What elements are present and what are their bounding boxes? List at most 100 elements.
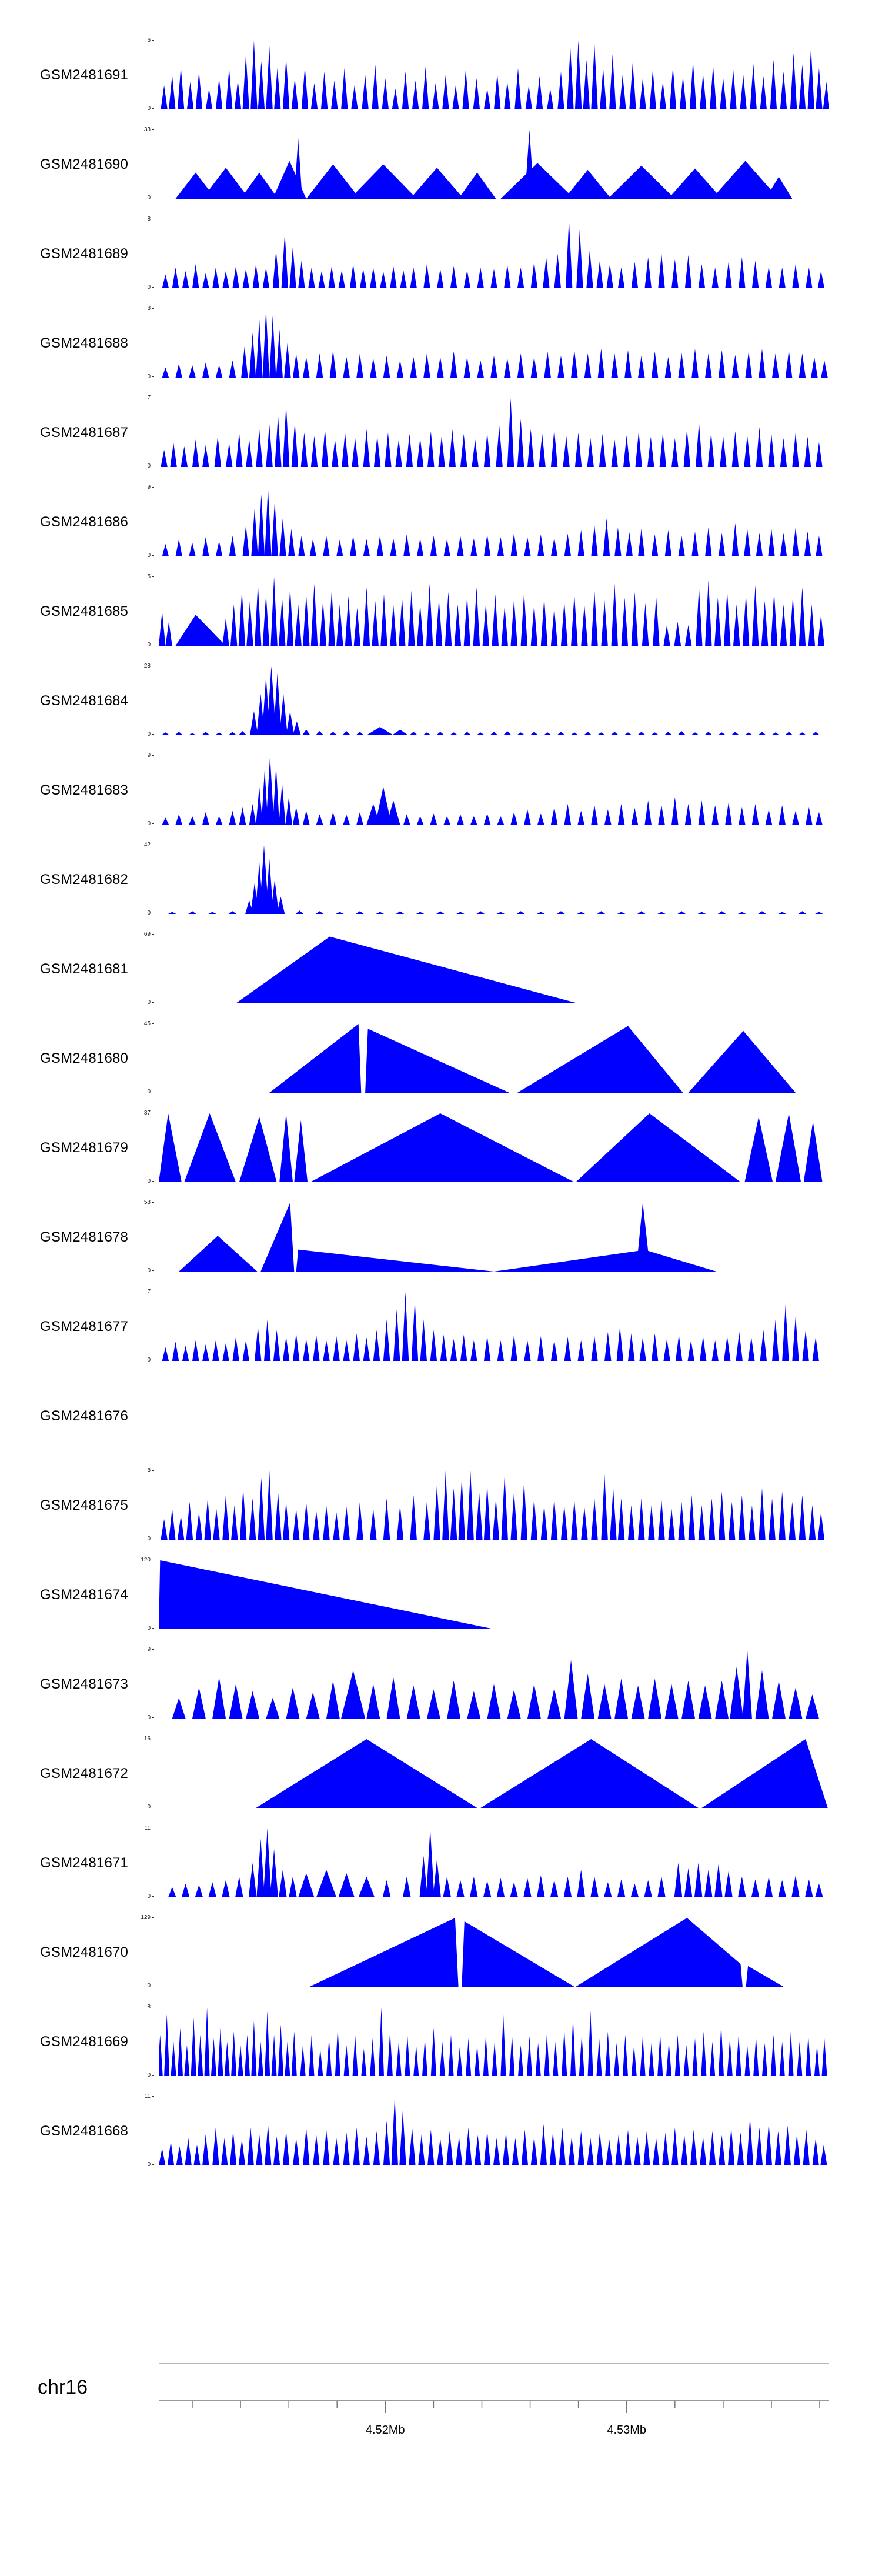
track-ymax-label: 69 (132, 932, 154, 937)
signal-spike (352, 2034, 358, 2076)
track-plot[interactable]: 129 0 (141, 1915, 829, 1989)
signal-spike (356, 1501, 363, 1540)
signal-spike (349, 264, 357, 288)
signal-spike (597, 1684, 612, 1719)
track-plot[interactable]: 6 0 (147, 38, 829, 112)
signal-spike (318, 271, 325, 288)
signal-spike (789, 1501, 796, 1540)
signal-spike (678, 535, 685, 556)
signal-spike (623, 435, 630, 467)
track-plot[interactable]: 33 0 (144, 127, 829, 201)
signal-spike (273, 673, 282, 735)
signal-spike (639, 78, 646, 109)
signal-spike (770, 592, 778, 646)
signal-spike (504, 82, 511, 109)
track-label: GSM2481671 (40, 1855, 129, 1871)
signal-spike (816, 68, 823, 109)
signal-spike (413, 2045, 419, 2076)
signal-spike (720, 78, 727, 109)
signal-spike (717, 732, 726, 735)
signal-spike (473, 587, 480, 646)
signal-shape (775, 1113, 801, 1182)
signal-spike (820, 2144, 827, 2165)
signal-spike (563, 436, 570, 467)
signal-spike (674, 2034, 680, 2076)
track-plot[interactable]: 7 0 (147, 1289, 829, 1363)
track-plot[interactable]: 8 0 (147, 1468, 829, 1542)
signal-spike (343, 1506, 350, 1540)
track-plot[interactable]: 28 0 (144, 663, 829, 738)
signal-spike (390, 538, 397, 556)
signal-spike (202, 168, 249, 199)
signal-spike (419, 1856, 428, 1897)
track-plot[interactable]: 11 0 (145, 2094, 829, 2168)
track-plot[interactable]: 5 0 (147, 574, 829, 648)
signal-spike (711, 161, 779, 199)
signal-spike (611, 353, 618, 378)
signal-spike (188, 733, 196, 735)
signal-spike (266, 1697, 280, 1719)
track-plot[interactable]: 69 0 (144, 932, 829, 1006)
signal-spike (644, 1880, 652, 1897)
signal-spike (651, 534, 659, 556)
signal-spike (361, 2048, 367, 2076)
signal-spike (664, 1684, 679, 1719)
signal-spike (298, 535, 305, 556)
signal-spike (765, 176, 793, 199)
track-label: GSM2481675 (40, 1497, 129, 1513)
signal-spike (785, 350, 793, 378)
signal-spike (802, 1330, 809, 1361)
signal-spike (265, 2010, 270, 2076)
track-plot[interactable]: 120 0 (141, 1557, 829, 1631)
track-plot[interactable]: 9 0 (147, 1647, 829, 1721)
signal-area (159, 1113, 823, 1182)
track-plot[interactable]: 16 0 (144, 1736, 829, 1810)
signal-shape (480, 1739, 699, 1808)
track-plot[interactable]: 8 0 (147, 2004, 829, 2078)
signal-spike (395, 439, 402, 467)
track-plot[interactable]: 8 0 (147, 306, 829, 380)
track-plot[interactable]: 42 0 (144, 842, 829, 916)
signal-spike (476, 732, 485, 735)
track-plot[interactable]: 58 0 (144, 1200, 829, 1274)
track-plot[interactable]: 8 0 (147, 216, 829, 291)
track-plot[interactable]: 37 0 (144, 1110, 829, 1184)
signal-spike (634, 2136, 641, 2165)
signal-spike (323, 2130, 330, 2165)
signal-spike (638, 355, 645, 378)
track-plot[interactable]: 9 0 (147, 485, 829, 559)
signal-spike (239, 1488, 247, 1540)
signal-spike (212, 267, 219, 288)
track-plot[interactable]: 9 0 (147, 753, 829, 827)
signal-spike (258, 1477, 265, 1540)
signal-spike (504, 265, 511, 288)
signal-spike (751, 261, 759, 288)
track-plot[interactable]: 45 0 (144, 1021, 829, 1095)
signal-spike (323, 1505, 330, 1540)
signal-spike (574, 41, 582, 109)
signal-spike (426, 583, 433, 646)
signal-spike (791, 1875, 800, 1897)
signal-spike (717, 911, 726, 914)
signal-spike (246, 1691, 259, 1719)
signal-spike (536, 76, 543, 109)
signal-spike (730, 69, 737, 109)
signal-spike (614, 2043, 620, 2076)
track-plot[interactable]: 7 0 (147, 395, 829, 469)
signal-spike (504, 358, 511, 378)
signal-spike (251, 2021, 257, 2076)
signal-spike (224, 2041, 230, 2076)
signal-spike (550, 538, 558, 556)
signal-spike (609, 54, 616, 109)
track-plot[interactable]: 11 0 (145, 1826, 829, 1900)
signal-spike (458, 1477, 465, 1540)
signal-spike (320, 71, 328, 109)
signal-spike (250, 711, 258, 735)
signal-spike (678, 1501, 685, 1540)
signal-spike (761, 601, 769, 646)
signal-spike (812, 1337, 819, 1361)
signal-area (172, 1650, 819, 1719)
signal-spike (674, 1863, 683, 1897)
signal-spike (416, 912, 425, 914)
signal-area (162, 756, 823, 825)
